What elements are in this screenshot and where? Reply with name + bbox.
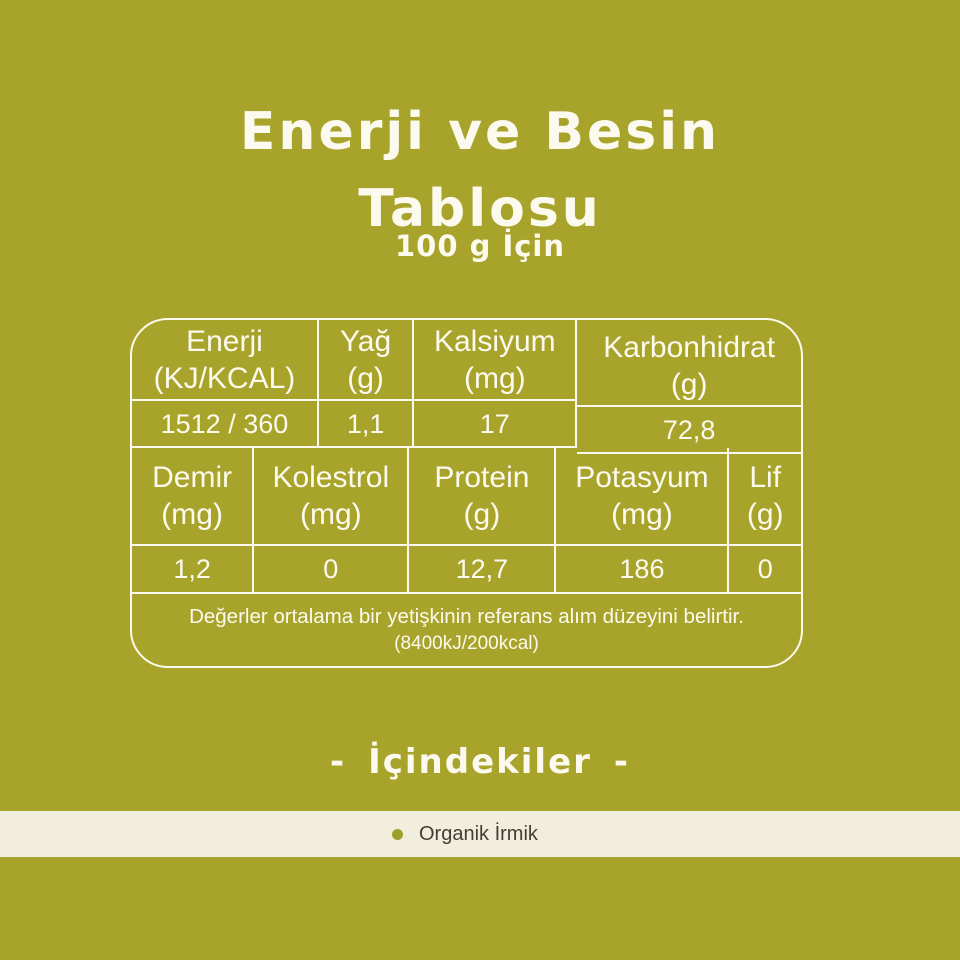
ingredients-heading-label: İçindekiler xyxy=(368,742,592,782)
nutrition-table-top-section: Enerji (KJ/KCAL) Yağ (g) Kalsiyum (mg) K… xyxy=(132,320,801,454)
column-header-enerji: Enerji (KJ/KCAL) xyxy=(132,320,319,401)
value-demir: 1,2 xyxy=(132,546,255,594)
column-header-lif: Lif (g) xyxy=(729,448,801,546)
heading-dash-right: - xyxy=(613,742,631,782)
value-yag: 1,1 xyxy=(318,401,415,448)
table-footnote: Değerler ortalama bir yetişkinin referan… xyxy=(132,594,801,666)
nutrition-table: Enerji (KJ/KCAL) Yağ (g) Kalsiyum (mg) K… xyxy=(130,318,803,668)
footnote-line-2: (8400kJ/200kcal) xyxy=(394,633,539,654)
heading-dash-left: - xyxy=(329,742,347,782)
column-header-kalsiyum: Kalsiyum (mg) xyxy=(414,320,578,401)
page-title-line-2: Tablosu xyxy=(358,179,602,239)
value-kolestrol: 0 xyxy=(254,546,410,594)
page-title: Enerji ve Besin Tablosu xyxy=(0,94,960,248)
column-header-yag: Yağ (g) xyxy=(318,320,415,401)
value-potasyum: 186 xyxy=(556,546,730,594)
ingredient-label: Organik İrmik xyxy=(419,823,538,845)
column-header-demir: Demir (mg) xyxy=(132,448,255,546)
value-enerji: 1512 / 360 xyxy=(132,401,319,448)
column-header-kolestrol: Kolestrol (mg) xyxy=(254,448,410,546)
value-karbonhidrat: 72,8 xyxy=(577,407,801,454)
ingredients-heading: - İçindekiler - xyxy=(0,740,960,784)
footnote-line-1: Değerler ortalama bir yetişkinin referan… xyxy=(189,605,744,628)
column-header-karbonhidrat: Karbonhidrat (g) xyxy=(577,326,801,407)
value-kalsiyum: 17 xyxy=(414,401,578,448)
ingredient-item: Organik İrmik xyxy=(392,822,538,846)
bullet-icon xyxy=(392,828,403,840)
page-subtitle: 100 g İçin xyxy=(394,229,566,263)
ingredients-band: Organik İrmik xyxy=(0,811,960,857)
value-lif: 0 xyxy=(729,546,801,594)
page-title-line-1: Enerji ve Besin xyxy=(239,102,721,162)
nutrition-table-bottom-section: Demir (mg) Kolestrol (mg) Protein (g) Po… xyxy=(132,448,801,594)
value-protein: 12,7 xyxy=(409,546,557,594)
column-header-potasyum: Potasyum (mg) xyxy=(556,448,730,546)
column-header-protein: Protein (g) xyxy=(409,448,557,546)
